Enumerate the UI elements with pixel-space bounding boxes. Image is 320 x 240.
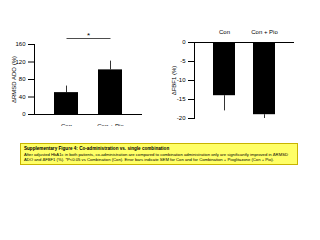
svg-text:Con + Pio: Con + Pio (97, 123, 124, 126)
svg-text:Con: Con (61, 123, 72, 126)
svg-text:-10: -10 (177, 77, 186, 83)
svg-text:ΔRMSD ADO (%): ΔRMSD ADO (%) (11, 56, 17, 103)
svg-text:40: 40 (19, 94, 26, 100)
svg-text:120: 120 (15, 59, 26, 65)
svg-text:ΔFBF1 (%): ΔFBF1 (%) (171, 66, 177, 96)
svg-text:-15: -15 (177, 96, 186, 102)
svg-text:Con: Con (219, 29, 230, 35)
svg-text:0: 0 (22, 111, 26, 117)
svg-text:-5: -5 (180, 58, 186, 64)
svg-text:Con + Pio: Con + Pio (251, 29, 278, 35)
svg-text:160: 160 (15, 41, 26, 47)
svg-text:-20: -20 (177, 115, 186, 121)
svg-text:0: 0 (182, 39, 186, 45)
html-text:After adjusted HbA1c in both p: After adjusted HbA1c in both patients, c… (24, 152, 288, 162)
svg-text:*: * (87, 31, 90, 40)
svg-text:80: 80 (19, 76, 26, 82)
html-text:Supplementary Figure 4: Co-adm: Supplementary Figure 4: Co-administratio… (24, 146, 170, 151)
